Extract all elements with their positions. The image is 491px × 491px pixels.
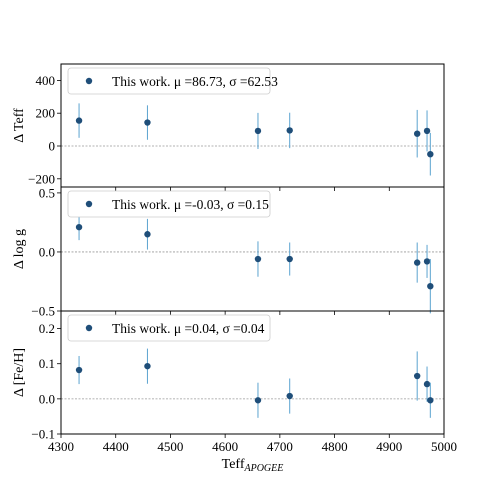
data-point xyxy=(427,283,434,290)
legend-box xyxy=(67,314,271,342)
data-point xyxy=(413,372,421,380)
data-point xyxy=(286,392,293,400)
legend-marker xyxy=(85,324,93,332)
data-point xyxy=(423,258,431,265)
data-point xyxy=(254,255,262,263)
y-axis-label: Δ Teff xyxy=(12,108,27,143)
data-point xyxy=(254,127,262,135)
data-point xyxy=(75,366,83,374)
x-axis-label: TeffAPOGEE xyxy=(222,457,284,474)
y-axis-label: Δ log g xyxy=(12,229,27,269)
data-point xyxy=(286,127,293,134)
data-point xyxy=(423,127,431,135)
data-point xyxy=(144,231,151,238)
legend: This work. μ =86.73, σ =62.53 xyxy=(67,67,278,95)
y-tick-label: 0.1 xyxy=(39,356,55,371)
data-point xyxy=(413,259,421,266)
panel-3: −0.1 0.0 0.1 0.2 Δ [Fe/H] This work. μ =0.04,… xyxy=(12,310,457,474)
legend-box xyxy=(67,67,271,95)
panel-2: −0.5 0.0 0.5 Δ log g This work. μ =-0.03, σ … xyxy=(12,185,445,319)
y-tick-label: −0.1 xyxy=(31,427,55,442)
x-tick-label: 4900 xyxy=(376,439,402,454)
x-tick-label: 4700 xyxy=(267,439,293,454)
y-tick-label: 0.2 xyxy=(39,321,55,336)
legend: This work. μ =0.04, σ =0.04 xyxy=(67,314,271,342)
y-tick-label: 0.0 xyxy=(39,391,55,406)
legend-box xyxy=(67,190,271,218)
data-point xyxy=(427,397,434,404)
data-point xyxy=(144,362,151,370)
y-tick-label: −200 xyxy=(28,171,55,186)
x-tick-label: 4500 xyxy=(157,439,183,454)
legend-label: This work. μ =86.73, σ =62.53 xyxy=(112,74,278,89)
x-axis-label-subscript: APOGEE xyxy=(243,463,283,474)
y-tick-label: 0.5 xyxy=(39,185,55,200)
y-tick-label: 0 xyxy=(49,139,56,154)
data-point xyxy=(427,151,434,158)
data-point xyxy=(75,223,83,231)
data-point xyxy=(423,380,431,388)
data-point xyxy=(75,117,83,124)
legend-marker xyxy=(85,200,93,208)
legend-label: This work. μ =0.04, σ =0.04 xyxy=(112,321,265,336)
y-tick-label: 400 xyxy=(36,73,56,88)
y-tick-label: 200 xyxy=(36,106,56,121)
x-tick-label: 4600 xyxy=(212,439,238,454)
y-tick-label: −0.5 xyxy=(31,304,55,319)
data-point xyxy=(413,130,421,137)
data-point xyxy=(254,397,262,404)
legend-marker xyxy=(85,77,93,85)
legend: This work. μ =-0.03, σ =0.15 xyxy=(67,190,271,218)
x-tick-label: 4800 xyxy=(322,439,348,454)
panel-frame xyxy=(60,310,445,435)
data-point xyxy=(144,119,151,126)
y-axis-label: Δ [Fe/H] xyxy=(12,348,27,397)
x-tick-label: 4400 xyxy=(103,439,129,454)
x-tick-label: 4300 xyxy=(48,439,74,454)
y-tick-label: 0.0 xyxy=(39,244,55,259)
x-axis-label-main: Teff xyxy=(222,457,245,472)
data-point xyxy=(286,255,293,263)
x-tick-label: 5000 xyxy=(431,439,457,454)
panel-1: −200 0 200 400 Δ Teff This work. μ =86.73, σ … xyxy=(12,63,445,191)
legend-label: This work. μ =-0.03, σ =0.15 xyxy=(112,197,269,212)
